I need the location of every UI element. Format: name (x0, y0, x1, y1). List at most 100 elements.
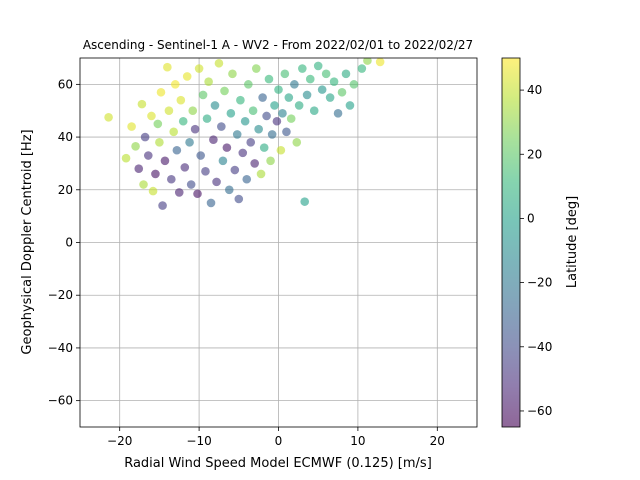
scatter-point (349, 80, 359, 89)
colorbar-tick: −40 (520, 340, 552, 354)
colorbar: −60 −40 −20 0 20 40 Latitude [deg] (501, 57, 580, 428)
scatter-point (280, 69, 290, 79)
scatter-point (196, 151, 205, 160)
scatter-point (357, 64, 367, 73)
scatter-point (164, 106, 174, 116)
scatter-point (127, 122, 136, 131)
chart-title: Ascending - Sentinel-1 A - WV2 - From 20… (83, 38, 473, 52)
scatter-point (153, 119, 163, 129)
colorbar-tick: 40 (520, 83, 542, 97)
y-tick-label: 20 (58, 183, 73, 197)
scatter-point (143, 151, 153, 160)
scatter-point (137, 99, 147, 109)
y-axis-ticks: −60 −40 −20 0 20 40 60 (48, 77, 80, 408)
scatter-point (188, 106, 198, 116)
scatter-point (250, 159, 259, 168)
scatter-point (321, 69, 331, 79)
colorbar-tick-label: −40 (527, 340, 552, 354)
scatter-point (139, 180, 148, 189)
scatter-point (222, 143, 232, 152)
scatter-point (201, 167, 210, 176)
scatter-point (214, 58, 224, 68)
scatter-point (266, 156, 275, 166)
x-tick-label: −20 (107, 434, 132, 448)
scatter-point (309, 106, 319, 116)
scatter-point (267, 130, 277, 139)
scatter-point (158, 201, 167, 210)
scatter-point (193, 189, 202, 199)
x-tick-label: 0 (275, 434, 283, 448)
scatter-point (274, 85, 283, 94)
y-tick: 20 (58, 183, 80, 197)
scatter-point (286, 114, 296, 123)
scatter-point (290, 80, 299, 89)
scatter-point (242, 174, 252, 184)
scatter-point (147, 111, 156, 121)
scatter-point (170, 80, 180, 89)
x-tick: 10 (350, 427, 366, 448)
scatter-point (270, 101, 279, 110)
scatter-point (185, 138, 194, 147)
scatter-point (176, 95, 186, 105)
scatter-point (104, 113, 113, 122)
y-tick-label: 0 (65, 236, 73, 250)
scatter-point (167, 174, 176, 184)
colorbar-frame (501, 57, 521, 428)
y-tick-label: 60 (58, 77, 73, 91)
scatter-point (248, 106, 258, 116)
y-tick-label: −20 (48, 288, 73, 302)
scatter-point (230, 165, 240, 175)
colorbar-tick-label: 0 (527, 211, 535, 225)
scatter-point (212, 177, 221, 187)
scatter-point (190, 124, 200, 134)
scatter-points (104, 58, 385, 210)
scatter-point (174, 188, 184, 197)
scatter-point (302, 90, 312, 100)
scatter-point (284, 93, 294, 102)
x-tick-label: 10 (350, 434, 365, 448)
scatter-point (300, 197, 310, 206)
colorbar-tick: −20 (520, 276, 552, 290)
scatter-point (226, 109, 236, 118)
x-tick-label: 20 (430, 434, 445, 448)
scatter-point (178, 116, 188, 126)
scatter-point (169, 127, 178, 137)
scatter-point (217, 122, 226, 131)
scatter-point (256, 169, 266, 179)
scatter-point (337, 87, 347, 97)
x-tick: −20 (107, 427, 132, 448)
scatter-point (155, 138, 164, 147)
scatter-point (206, 198, 216, 208)
colorbar-tick-label: −20 (527, 276, 552, 290)
scatter-point (294, 101, 304, 110)
scatter-point (298, 64, 307, 73)
scatter-point (341, 69, 351, 79)
y-tick: −40 (48, 341, 80, 355)
scatter-point (262, 111, 271, 121)
scatter-point (292, 138, 302, 147)
y-tick: −60 (48, 394, 80, 408)
scatter-point (236, 95, 245, 105)
x-tick: 20 (430, 427, 445, 448)
colorbar-tick: 20 (520, 147, 542, 161)
scatter-point (224, 185, 234, 195)
scatter-point (240, 116, 250, 126)
scatter-point (282, 127, 291, 137)
y-tick-label: 40 (58, 130, 73, 144)
colorbar-tick-label: 40 (527, 83, 542, 97)
y-tick: 0 (65, 236, 80, 250)
scatter-point (228, 69, 237, 79)
scatter-point (182, 72, 192, 81)
y-tick: −20 (48, 288, 80, 302)
x-axis-ticks: −20 −10 0 10 20 (107, 427, 445, 448)
scatter-point (317, 85, 327, 94)
scatter-point (218, 156, 228, 166)
x-tick-label: −10 (186, 434, 211, 448)
scatter-point (329, 77, 339, 87)
scatter-point (244, 80, 253, 89)
colorbar-tick-label: −60 (527, 404, 552, 418)
scatter-point (204, 77, 213, 87)
scatter-point (333, 109, 343, 118)
scatter-point (258, 93, 267, 102)
